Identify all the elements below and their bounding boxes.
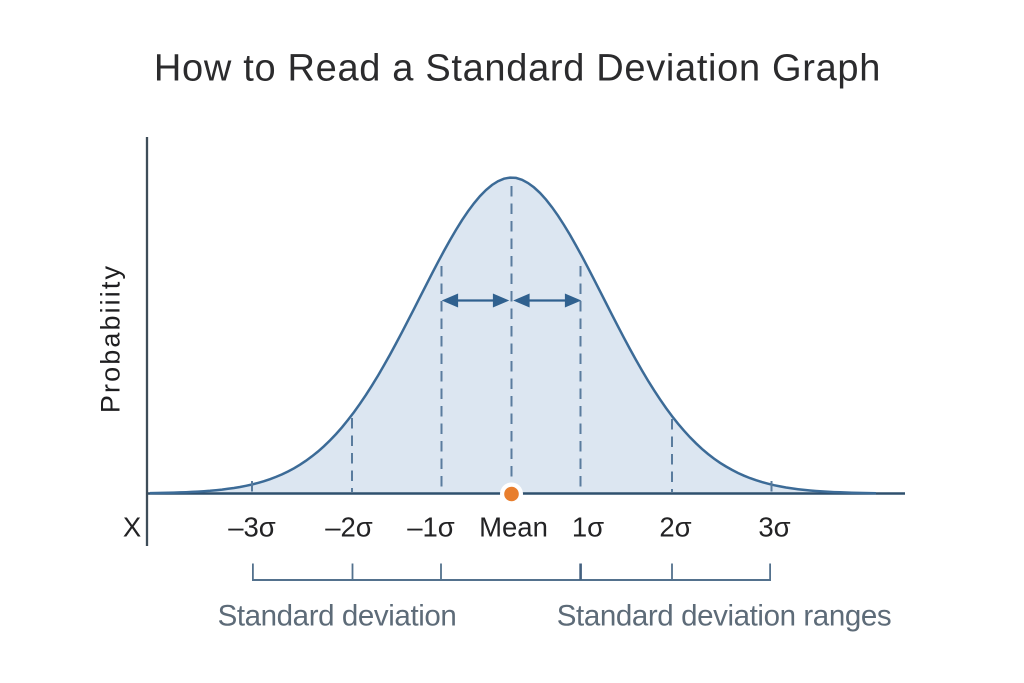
svg-text:3σ: 3σ xyxy=(758,512,790,543)
svg-text:Standard deviation: Standard deviation xyxy=(218,600,457,633)
svg-text:2σ: 2σ xyxy=(659,512,691,543)
svg-text:Mean: Mean xyxy=(479,512,548,543)
svg-text:1σ: 1σ xyxy=(572,512,604,543)
svg-text:Probabiiity: Probabiiity xyxy=(96,264,126,413)
svg-text:–1σ: –1σ xyxy=(407,512,455,543)
svg-text:–3σ: –3σ xyxy=(228,512,276,543)
svg-text:How to Read a Standard Deviati: How to Read a Standard Deviation Graph xyxy=(154,48,881,90)
svg-text:–2σ: –2σ xyxy=(325,512,373,543)
svg-text:X: X xyxy=(123,512,141,543)
svg-text:Standard deviation ranges: Standard deviation ranges xyxy=(557,600,891,633)
